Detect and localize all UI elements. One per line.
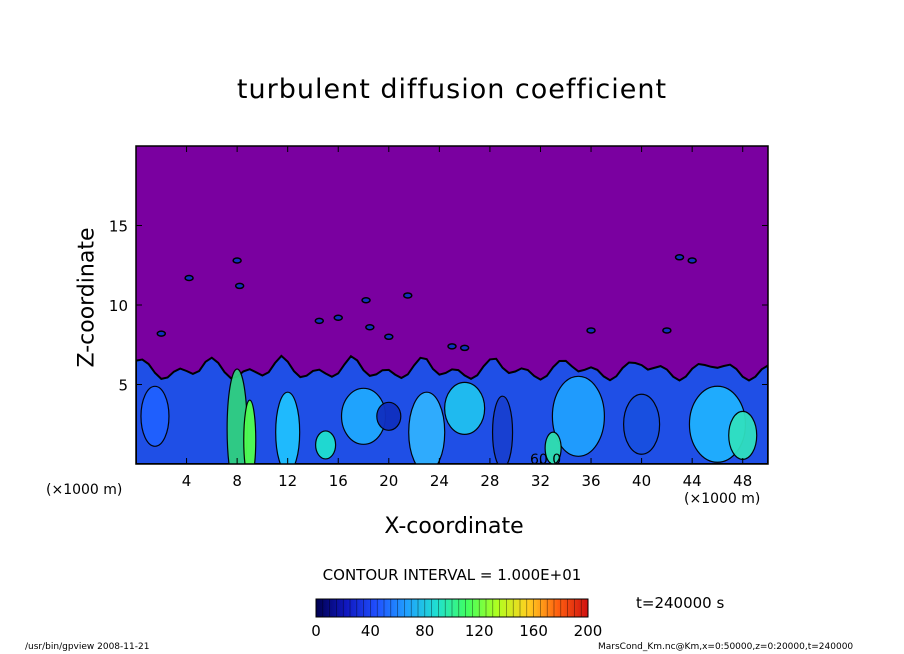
field-speck [361, 296, 371, 304]
field-blob [491, 395, 514, 464]
x-tick-label: 48 [733, 472, 752, 490]
heatmap-field [136, 254, 768, 464]
field-speck [662, 327, 672, 334]
field-blob [376, 401, 402, 431]
field-speck [333, 314, 343, 321]
field-blob [551, 375, 606, 457]
colorbar-tick-label: 120 [465, 622, 494, 640]
field-speck [447, 343, 457, 350]
y-ticks: 5 10 15 [109, 218, 768, 395]
x-ticks: 4 8 12 16 20 24 28 32 36 40 44 48 [182, 146, 752, 490]
chart-title: turbulent diffusion coefficient [236, 74, 668, 105]
colorbar-tick-label: 160 [519, 622, 548, 640]
field-blob [408, 391, 446, 464]
colorbar-ticks: 0 40 80 120 160 200 [311, 622, 602, 640]
field-blob [444, 381, 486, 435]
colorbar-tick-label: 0 [311, 622, 321, 640]
x-tick-label: 4 [182, 472, 192, 490]
field-speck [674, 254, 685, 261]
colorbar-frame [315, 598, 589, 618]
field-speck [234, 282, 245, 290]
y-tick-label: 10 [109, 297, 128, 315]
field-blob [275, 391, 301, 464]
x-tick-label: 28 [480, 472, 499, 490]
y-tick-label: 5 [118, 377, 128, 395]
colorbar-tick-label: 80 [415, 622, 434, 640]
field-speck [687, 257, 697, 264]
contour-interval-label: CONTOUR INTERVAL = 1.000E+01 [322, 566, 582, 584]
field-blob [622, 393, 661, 455]
contour-inline-label: 60.0 [530, 452, 561, 468]
field-speck [314, 317, 325, 325]
field-speck [184, 274, 194, 282]
colorbar-tick-label: 200 [574, 622, 603, 640]
x-tick-label: 20 [379, 472, 398, 490]
x-tick-label: 40 [632, 472, 651, 490]
x-tick-label: 44 [683, 472, 702, 490]
field-speck [232, 257, 242, 264]
colorbar-tick-label: 40 [361, 622, 380, 640]
field-speck [459, 344, 470, 352]
colorbar-contours [322, 599, 582, 617]
field-blob [243, 399, 257, 464]
field-speck [384, 333, 394, 341]
y-axis-unit: (×1000 m) [46, 482, 123, 498]
x-tick-label: 12 [278, 472, 297, 490]
footer-left: /usr/bin/gpview 2008-11-21 [25, 642, 150, 652]
x-tick-label: 24 [430, 472, 449, 490]
x-tick-label: 8 [232, 472, 242, 490]
x-tick-label: 36 [581, 472, 600, 490]
field-speck [403, 292, 413, 299]
field-blob [728, 410, 758, 460]
y-tick-label: 15 [109, 218, 128, 236]
time-label: t=240000 s [636, 594, 725, 612]
x-axis-unit: (×1000 m) [684, 491, 761, 507]
x-axis-label: X-coordinate [384, 514, 524, 539]
field-blob [544, 431, 562, 464]
field-speck [586, 327, 596, 334]
field-speck [156, 330, 167, 337]
field-speck [365, 324, 375, 331]
field-blob [140, 385, 170, 447]
field-blob [315, 430, 337, 460]
x-tick-label: 16 [329, 472, 348, 490]
footer-right: MarsCond_Km.nc@Km,x=0:50000,z=0:20000,t=… [598, 642, 854, 652]
x-tick-label: 32 [531, 472, 550, 490]
